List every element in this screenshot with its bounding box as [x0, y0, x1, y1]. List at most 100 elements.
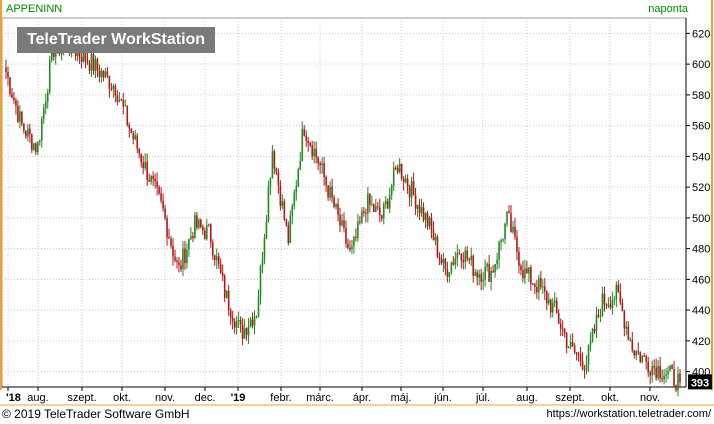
candle-body: [408, 187, 411, 198]
candle-body: [283, 201, 286, 220]
x-tick-label: febr.: [270, 392, 291, 404]
candle-body: [307, 140, 310, 144]
candle-body: [528, 267, 530, 274]
candle-body: [327, 185, 329, 198]
source-url[interactable]: https://workstation.teletrader.com/: [546, 408, 711, 420]
candle-body: [452, 262, 455, 265]
candle-body: [593, 329, 596, 332]
candle-body: [583, 369, 586, 371]
x-tick-label: nov.: [640, 392, 660, 404]
candle-body: [569, 341, 572, 347]
candle-body: [567, 346, 570, 348]
candle-body: [345, 227, 347, 244]
candle-body: [44, 102, 47, 108]
candle-body: [343, 220, 345, 228]
candle-body: [601, 293, 604, 316]
candle-body: [289, 215, 292, 244]
candle-body: [217, 256, 220, 265]
candle-body: [432, 230, 435, 241]
candle-body: [182, 248, 184, 270]
candle-body: [679, 373, 681, 383]
candle-body: [196, 215, 198, 228]
candle-body: [118, 99, 121, 102]
candle-body: [645, 356, 648, 362]
candle-body: [279, 185, 282, 206]
candle-body: [512, 226, 514, 233]
y-tick-label: 420: [692, 336, 710, 348]
candle-body: [351, 246, 353, 250]
candle-body: [357, 221, 359, 238]
candle-body: [422, 207, 425, 221]
candle-body: [536, 286, 538, 293]
candle-body: [104, 71, 107, 78]
candle-body: [347, 243, 349, 248]
candle-body: [394, 167, 397, 169]
candle-body: [659, 366, 661, 379]
candle-body: [573, 345, 576, 353]
candle-body: [390, 185, 393, 195]
candle-body: [557, 312, 560, 324]
candle-body: [158, 187, 160, 194]
candle-body: [633, 350, 636, 356]
candle-body: [420, 207, 423, 214]
candle-body: [178, 262, 180, 265]
y-tick-label: 520: [692, 182, 710, 194]
candle-body: [170, 238, 172, 246]
candle-body: [233, 321, 236, 328]
x-tick-label: okt.: [601, 392, 619, 404]
candle-body: [468, 259, 471, 261]
candle-body: [549, 299, 552, 313]
candle-body: [673, 368, 675, 386]
candle-body: [378, 207, 381, 216]
candle-body: [675, 385, 677, 391]
candle-body: [265, 221, 268, 239]
candle-body: [506, 211, 508, 224]
candle-body: [245, 328, 248, 335]
candle-body: [213, 255, 216, 261]
candle-body: [619, 291, 622, 303]
candle-body: [102, 70, 105, 78]
candle-body: [353, 236, 355, 247]
candle-body: [313, 148, 315, 157]
candle-body: [663, 375, 665, 380]
period-label[interactable]: naponta: [648, 3, 688, 15]
candle-body: [130, 128, 133, 133]
candle-body: [110, 88, 113, 90]
candle-body: [398, 163, 401, 173]
candle-body: [430, 217, 433, 231]
candle-body: [301, 128, 304, 161]
candle-body: [341, 220, 343, 226]
candle-body: [365, 212, 367, 214]
candle-body: [516, 236, 518, 252]
candle-body: [611, 300, 614, 308]
candle-body: [621, 302, 624, 312]
candle-body: [27, 128, 29, 137]
candle-body: [74, 50, 77, 57]
candle-body: [273, 151, 276, 169]
candle-body: [454, 258, 457, 265]
candle-body: [677, 373, 679, 391]
y-tick-label: 480: [692, 244, 710, 256]
candle-body: [466, 250, 469, 260]
y-tick-label: 460: [692, 274, 710, 286]
candle-body: [285, 219, 288, 226]
candle-body: [434, 236, 437, 241]
candle-body: [472, 255, 475, 276]
candle-body: [373, 204, 375, 213]
candle-body: [215, 256, 218, 261]
candle-body: [206, 225, 208, 239]
candle-body: [239, 319, 242, 325]
candle-body: [188, 238, 190, 250]
x-tick-label: márc.: [306, 392, 334, 404]
candle-body: [221, 272, 224, 277]
candle-body: [241, 324, 244, 339]
candle-body: [84, 49, 87, 61]
candle-body: [92, 54, 95, 71]
watermark: TeleTrader WorkStation: [17, 27, 215, 53]
candle-body: [607, 304, 610, 306]
candle-body: [565, 333, 568, 348]
candle-body: [144, 161, 146, 168]
candle-body: [120, 99, 123, 101]
